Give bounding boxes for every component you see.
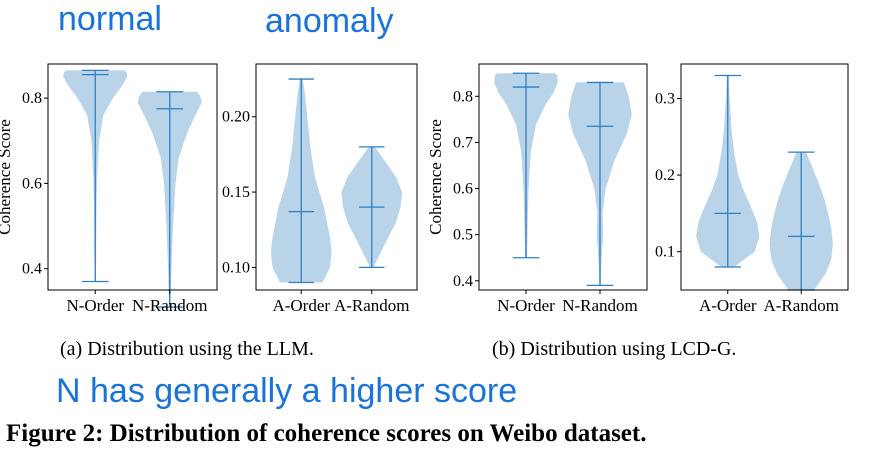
y-tick-label: 0.6 (22, 175, 42, 192)
y-tick-label: 0.20 (222, 109, 250, 126)
y-tick-label: 0.4 (22, 261, 42, 278)
y-tick-label: 0.15 (222, 184, 250, 201)
x-tick-label: N-Random (562, 296, 638, 315)
plot-frame (478, 63, 648, 291)
y-tick-label: 0.1 (655, 244, 675, 261)
y-tick-label: 0.8 (453, 88, 473, 105)
annotation-anomaly: anomaly (265, 2, 394, 40)
x-tick-label: A-Random (334, 296, 410, 315)
x-tick-label: A-Random (763, 296, 839, 315)
chart-panel-2: A-Order A-Random 0.10 0.15 0.20 (222, 63, 418, 315)
y-axis-label: Coherence Score (426, 119, 445, 235)
chart-panel-1: N-Order N-Random 0.4 0.6 0.8 Coherence Score (0, 63, 218, 315)
caption-a: (a) Distribution using the LLM. (60, 338, 314, 360)
caption-b: (b) Distribution using LCD-G. (492, 338, 737, 360)
plot-frame (47, 63, 218, 291)
y-tick-label: 0.2 (655, 167, 675, 184)
x-tick-label: N-Order (497, 296, 555, 315)
x-tick-label: N-Order (66, 296, 124, 315)
plot-frame (680, 63, 849, 291)
annotation-normal: normal (58, 0, 162, 38)
y-tick-label: 0.8 (22, 90, 42, 107)
y-tick-label: 0.6 (453, 181, 473, 198)
x-tick-label: A-Order (272, 296, 330, 315)
plot-frame (255, 63, 418, 291)
y-tick-label: 0.3 (655, 90, 675, 107)
chart-panel-3: N-Order N-Random 0.4 0.5 0.6 0.7 0.8 Coherence … (426, 63, 648, 315)
figure-caption: Figure 2: Distribution of coherence scor… (6, 420, 647, 447)
x-tick-label: N-Random (132, 296, 208, 315)
y-axis-label: Coherence Score (0, 119, 14, 235)
x-tick-label: A-Order (699, 296, 757, 315)
y-tick-label: 0.7 (453, 134, 473, 151)
annotation-note: N has generally a higher score (56, 372, 518, 410)
y-tick-label: 0.4 (453, 273, 473, 290)
chart-panel-4: A-Order A-Random 0.1 0.2 0.3 (655, 63, 849, 315)
violin-charts: N-Order N-Random 0.4 0.6 0.8 Coherence Score A… (0, 63, 849, 315)
y-tick-label: 0.10 (222, 259, 250, 276)
y-tick-label: 0.5 (453, 227, 473, 244)
